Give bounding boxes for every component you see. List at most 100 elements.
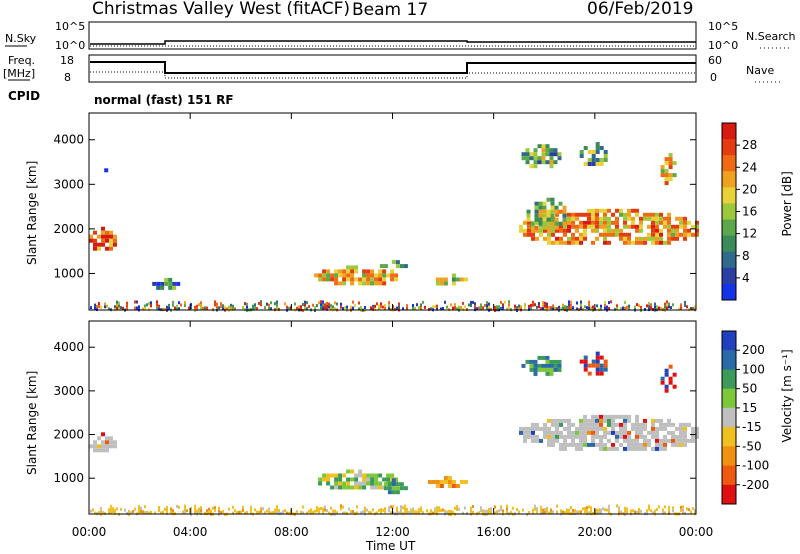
y-tick-label: 1000 — [53, 471, 84, 485]
echo-cell — [558, 368, 562, 372]
velocity-colorbar: 2001005015-15-50-100-200Velocity [m s⁻¹] — [722, 331, 794, 505]
echo-cell — [647, 217, 651, 221]
echo-cell — [687, 221, 691, 225]
ground-scatter-cell — [562, 307, 564, 310]
ground-scatter-cell — [442, 509, 444, 512]
echo-cell — [539, 229, 543, 233]
ground-scatter-cell — [136, 301, 138, 304]
echo-cell — [547, 427, 551, 431]
echo-cell — [596, 368, 600, 372]
ground-scatter-cell — [536, 306, 538, 309]
ground-scatter-cell — [124, 509, 126, 512]
ground-scatter-cell — [672, 506, 674, 509]
ground-scatter-cell — [522, 509, 524, 512]
echo-cell — [378, 482, 382, 486]
echo-cell — [563, 229, 567, 233]
ground-scatter-cell — [502, 509, 504, 512]
echo-cell — [542, 160, 546, 164]
echo-cell — [635, 415, 639, 419]
echo-cell — [567, 431, 571, 435]
echo-cell — [604, 364, 608, 368]
ground-scatter-cell — [306, 301, 308, 304]
echo-cell — [675, 233, 679, 237]
ground-scatter-cell — [406, 304, 408, 307]
echo-cell — [559, 419, 563, 423]
echo-cell — [671, 443, 675, 447]
echo-cell — [659, 237, 663, 241]
echo-cell — [531, 237, 535, 241]
echo-cell — [555, 206, 559, 210]
colorbar-tick-label: 8 — [742, 249, 750, 263]
echo-cell — [354, 474, 358, 478]
ground-scatter-cell — [626, 507, 628, 510]
ground-scatter-cell — [416, 511, 418, 514]
ground-scatter-cell — [438, 509, 440, 512]
ground-scatter-cell — [100, 510, 102, 513]
ground-scatter-cell — [366, 509, 368, 512]
ground-scatter-cell — [634, 306, 636, 309]
ground-scatter-cell — [200, 506, 202, 509]
echo-cell — [330, 486, 334, 490]
echo-cell — [93, 440, 97, 444]
echo-cell — [358, 470, 362, 474]
echo-cell — [595, 431, 599, 435]
echo-cell — [631, 209, 635, 213]
echo-cell — [105, 448, 109, 452]
colorbar-tick-label: 12 — [742, 227, 757, 241]
echo-cell — [647, 233, 651, 237]
echo-cell — [546, 144, 550, 148]
cpid-value: normal (fast) 151 RF — [94, 93, 234, 107]
echo-cell — [635, 447, 639, 451]
echo-cell — [526, 156, 530, 160]
echo-cell — [452, 480, 456, 484]
ground-scatter-cell — [106, 305, 108, 308]
echo-cell — [623, 221, 627, 225]
echo-cell — [607, 225, 611, 229]
echo-cell — [559, 423, 563, 427]
echo-cell — [635, 431, 639, 435]
echo-cell — [600, 146, 604, 150]
echo-cell — [101, 243, 105, 247]
echo-cell — [543, 435, 547, 439]
ground-scatter-cell — [584, 305, 586, 308]
ground-scatter-cell — [540, 506, 542, 509]
ground-scatter-cell — [544, 305, 546, 308]
echo-cell — [691, 233, 695, 237]
echo-cell — [444, 480, 448, 484]
echo-cell — [526, 360, 530, 364]
ground-scatter-cell — [630, 509, 632, 512]
colorbar-tick-label: -15 — [742, 420, 762, 434]
echo-cell — [665, 181, 669, 185]
ground-scatter-cell — [558, 306, 560, 309]
echo-cell — [667, 419, 671, 423]
echo-cell — [599, 217, 603, 221]
echo-cell — [631, 443, 635, 447]
ground-scatter-cell — [200, 301, 202, 304]
ground-scatter-cell — [624, 307, 626, 310]
ground-scatter-cell — [502, 306, 504, 309]
echo-cell — [667, 229, 671, 233]
echo-cell — [603, 435, 607, 439]
velocity-echoes — [89, 352, 699, 516]
echo-cell — [109, 231, 113, 235]
echo-cell — [669, 177, 673, 181]
ground-scatter-cell — [260, 303, 262, 306]
ground-scatter-cell — [362, 510, 364, 513]
ground-scatter-cell — [336, 303, 338, 306]
echo-cell — [428, 480, 432, 484]
ground-scatter-cell — [268, 307, 270, 310]
noise-tick-left-low: 10^0 — [55, 39, 85, 52]
ground-scatter-cell — [434, 305, 436, 308]
ground-scatter-cell — [308, 305, 310, 308]
echo-cell — [382, 273, 386, 277]
echo-cell — [382, 277, 386, 281]
ground-scatter-cell — [384, 507, 386, 510]
echo-cell — [366, 273, 370, 277]
echo-cell — [669, 157, 673, 161]
echo-cell — [596, 162, 600, 166]
ground-scatter-cell — [454, 303, 456, 306]
echo-cell — [523, 435, 527, 439]
ground-scatter-cell — [504, 301, 506, 304]
ground-scatter-cell — [108, 508, 110, 511]
echo-cell — [584, 364, 588, 368]
